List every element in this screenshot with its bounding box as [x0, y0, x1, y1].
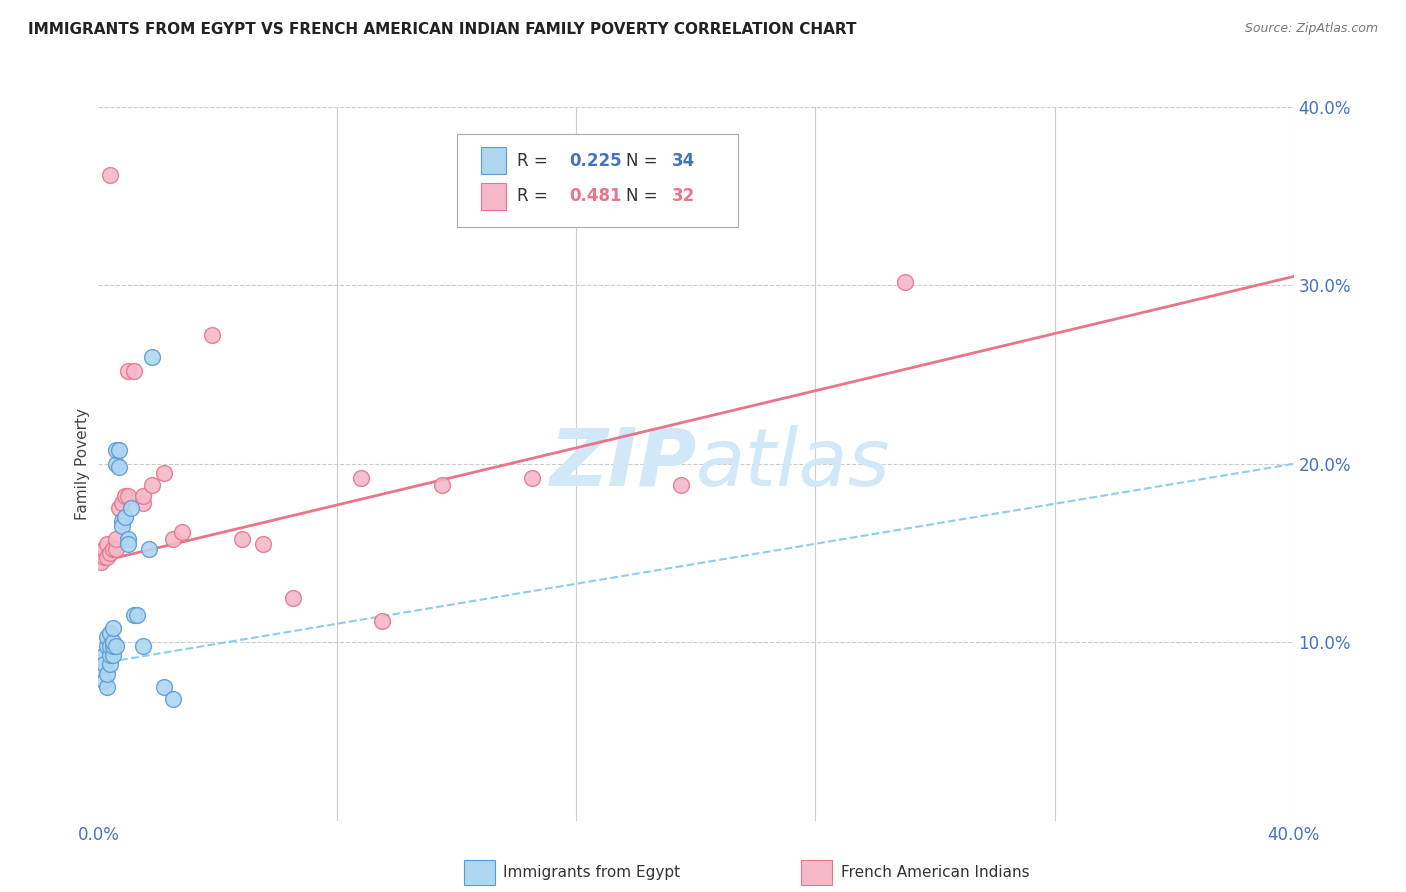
- Point: [96, 680, 118, 694]
- Text: 0.225: 0.225: [569, 152, 621, 169]
- Point: [201, 328, 224, 343]
- Text: French American Indians: French American Indians: [841, 865, 1029, 880]
- Point: [105, 532, 128, 546]
- Point: [132, 639, 155, 653]
- Point: [231, 532, 253, 546]
- Text: N =: N =: [626, 152, 662, 169]
- Point: [141, 478, 163, 492]
- Point: [894, 275, 917, 289]
- Point: [108, 442, 131, 457]
- Point: [100, 626, 122, 640]
- Point: [96, 667, 118, 681]
- Point: [138, 542, 160, 557]
- Point: [153, 466, 176, 480]
- Point: [117, 364, 139, 378]
- Point: [520, 471, 543, 485]
- Point: [105, 542, 128, 557]
- Point: [100, 546, 122, 560]
- Point: [252, 537, 274, 551]
- Point: [108, 501, 131, 516]
- Point: [90, 662, 112, 676]
- Point: [117, 537, 139, 551]
- Point: [430, 478, 453, 492]
- Point: [103, 648, 125, 662]
- Point: [669, 478, 692, 492]
- Point: [132, 496, 155, 510]
- Text: ZIP: ZIP: [548, 425, 696, 503]
- Point: [93, 674, 115, 689]
- Point: [100, 639, 122, 653]
- Point: [96, 537, 118, 551]
- Point: [117, 489, 139, 503]
- Text: R =: R =: [517, 152, 554, 169]
- Text: atlas: atlas: [696, 425, 891, 503]
- Point: [96, 630, 118, 644]
- Point: [108, 460, 131, 475]
- Text: 34: 34: [672, 152, 696, 169]
- Point: [103, 621, 125, 635]
- Text: IMMIGRANTS FROM EGYPT VS FRENCH AMERICAN INDIAN FAMILY POVERTY CORRELATION CHART: IMMIGRANTS FROM EGYPT VS FRENCH AMERICAN…: [28, 22, 856, 37]
- Point: [100, 168, 122, 182]
- Point: [100, 657, 122, 671]
- Point: [132, 489, 155, 503]
- Point: [124, 608, 146, 623]
- Point: [114, 489, 136, 503]
- Text: 0.481: 0.481: [569, 187, 621, 205]
- Text: Immigrants from Egypt: Immigrants from Egypt: [503, 865, 681, 880]
- Point: [96, 549, 118, 564]
- Point: [124, 364, 146, 378]
- Point: [96, 639, 118, 653]
- Point: [93, 549, 115, 564]
- Point: [371, 614, 394, 628]
- Point: [105, 457, 128, 471]
- Point: [162, 692, 184, 706]
- Point: [90, 649, 112, 664]
- Text: 32: 32: [672, 187, 696, 205]
- Point: [105, 639, 128, 653]
- Point: [172, 524, 194, 539]
- Text: N =: N =: [626, 187, 662, 205]
- Text: R =: R =: [517, 187, 554, 205]
- Point: [141, 350, 163, 364]
- Text: Source: ZipAtlas.com: Source: ZipAtlas.com: [1244, 22, 1378, 36]
- Point: [127, 608, 149, 623]
- Point: [103, 639, 125, 653]
- Point: [93, 542, 115, 557]
- Point: [93, 657, 115, 671]
- Point: [103, 635, 125, 649]
- Y-axis label: Family Poverty: Family Poverty: [75, 408, 90, 520]
- Point: [120, 501, 142, 516]
- Point: [111, 514, 134, 528]
- Point: [281, 591, 304, 605]
- Point: [117, 532, 139, 546]
- Point: [162, 532, 184, 546]
- Point: [111, 519, 134, 533]
- Point: [114, 510, 136, 524]
- Point: [103, 542, 125, 557]
- Point: [90, 555, 112, 569]
- Point: [105, 442, 128, 457]
- Point: [100, 648, 122, 662]
- Point: [350, 471, 373, 485]
- Point: [153, 680, 176, 694]
- Point: [111, 496, 134, 510]
